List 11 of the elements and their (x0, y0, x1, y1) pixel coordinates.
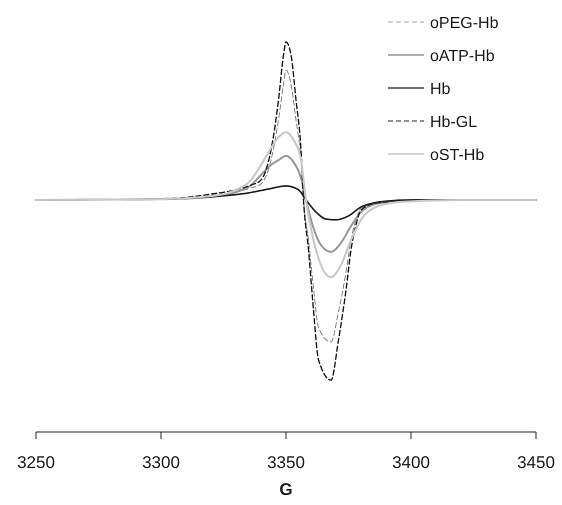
x-tick-label: 3250 (17, 453, 55, 472)
legend-label: oATP-Hb (430, 48, 495, 65)
legend-label: oPEG-Hb (430, 15, 499, 32)
legend-label: oST-Hb (430, 147, 484, 164)
x-tick-label: 3400 (392, 453, 430, 472)
legend-label: Hb (430, 81, 451, 98)
x-tick-label: 3300 (142, 453, 180, 472)
x-tick-label: 3350 (267, 453, 305, 472)
legend-label: Hb-GL (430, 114, 478, 131)
x-tick-label: 3450 (517, 453, 555, 472)
x-axis-title: G (279, 480, 293, 499)
